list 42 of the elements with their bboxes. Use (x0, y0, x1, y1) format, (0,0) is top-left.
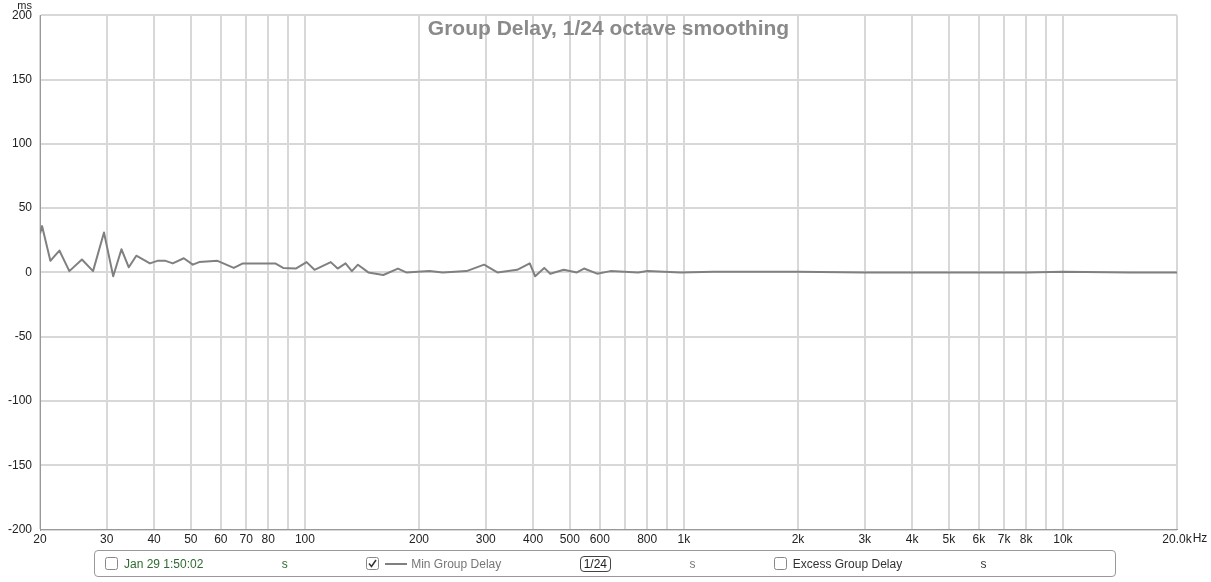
x-tick-label: 100 (294, 532, 316, 547)
legend-label: Min Group Delay (410, 556, 502, 571)
x-tick-label: 400 (523, 532, 544, 547)
x-tick-label: 8k (1019, 532, 1034, 547)
x-tick-label: 80 (261, 532, 276, 547)
y-tick-label: 150 (11, 71, 33, 86)
x-tick-label: 40 (147, 532, 162, 547)
x-tick-label: 600 (589, 532, 611, 547)
y-tick-label: 0 (25, 264, 33, 279)
text: 1/24 (579, 555, 611, 572)
text: Excess Group Delay (791, 556, 903, 571)
x-tick-label: 800 (637, 532, 658, 547)
x-tick-label: 2k (791, 532, 806, 547)
x-tick-label: 1k (677, 532, 692, 547)
x-tick-label: 5k (942, 532, 957, 547)
y-tick-label: 50 (18, 200, 33, 215)
x-tick-label: 500 (559, 532, 581, 547)
y-tick-label: 100 (11, 136, 33, 151)
text: s (980, 556, 987, 571)
x-tick-label: 70 (239, 532, 254, 547)
text: s (689, 556, 696, 571)
x-tick-label: 300 (475, 532, 497, 547)
chart-title: Group Delay, 1/24 octave smoothing (427, 16, 790, 40)
text: s (281, 556, 288, 571)
x-tick-label: 20 (33, 532, 48, 547)
y-tick-label: -50 (14, 329, 33, 344)
y-axis-title: ms (17, 0, 33, 11)
x-axis-title: Hz (1192, 530, 1208, 545)
x-tick-label: 200 (409, 532, 430, 547)
x-tick-label: 60 (214, 532, 228, 547)
x-tick-label: 7k (997, 532, 1012, 547)
x-tick-label: 30 (100, 532, 114, 547)
y-tick-label: -100 (7, 393, 33, 408)
x-tick-label: 6k (972, 532, 987, 547)
text: Jan 29 1:50:02 (123, 556, 204, 571)
x-tick-label: 3k (858, 532, 873, 547)
x-tick-label: 20.0k (1162, 532, 1193, 547)
x-tick-label: 10k (1053, 532, 1074, 547)
y-tick-label: -150 (7, 457, 33, 472)
y-tick-label: -200 (7, 521, 33, 536)
x-tick-label: 4k (905, 532, 920, 547)
x-tick-label: 50 (184, 532, 198, 547)
